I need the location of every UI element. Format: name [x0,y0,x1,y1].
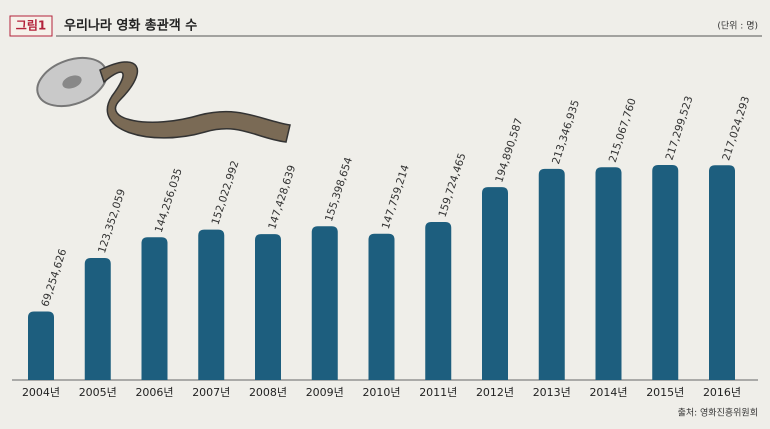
bar [425,221,452,380]
x-tick-label: 2008년 [249,386,287,399]
x-tick-label: 2007년 [192,386,230,399]
source-note: 출처: 영화진흥위원회 [678,407,758,419]
x-tick-label: 2016년 [703,386,741,399]
x-tick-label: 2014년 [589,386,627,399]
bar [84,257,111,380]
bar [255,234,281,380]
bar [538,168,565,380]
bar [141,237,168,380]
x-tick-label: 2010년 [362,386,400,399]
x-tick-label: 2013년 [533,386,571,399]
bar [595,167,622,380]
x-tick-label: 2006년 [135,386,173,399]
bar [482,187,508,380]
unit-note: (단위 : 명) [717,21,758,32]
bar [198,229,225,380]
chart-title: 우리나라 영화 총관객 수 [64,18,197,34]
x-tick-label: 2004년 [22,386,60,399]
bar [28,311,54,380]
film-reel-illustration [36,56,291,143]
bar [368,233,395,380]
x-tick-label: 2012년 [476,386,514,399]
bar [652,165,679,380]
x-tick-label: 2005년 [79,386,117,399]
x-tick-label: 2011년 [419,386,457,399]
x-tick-label: 2015년 [646,386,684,399]
x-tick-label: 2009년 [306,386,344,399]
figure-label-box [9,15,53,37]
bar [311,226,338,380]
bar [709,165,735,380]
figure-label: 그림1 [16,19,46,33]
